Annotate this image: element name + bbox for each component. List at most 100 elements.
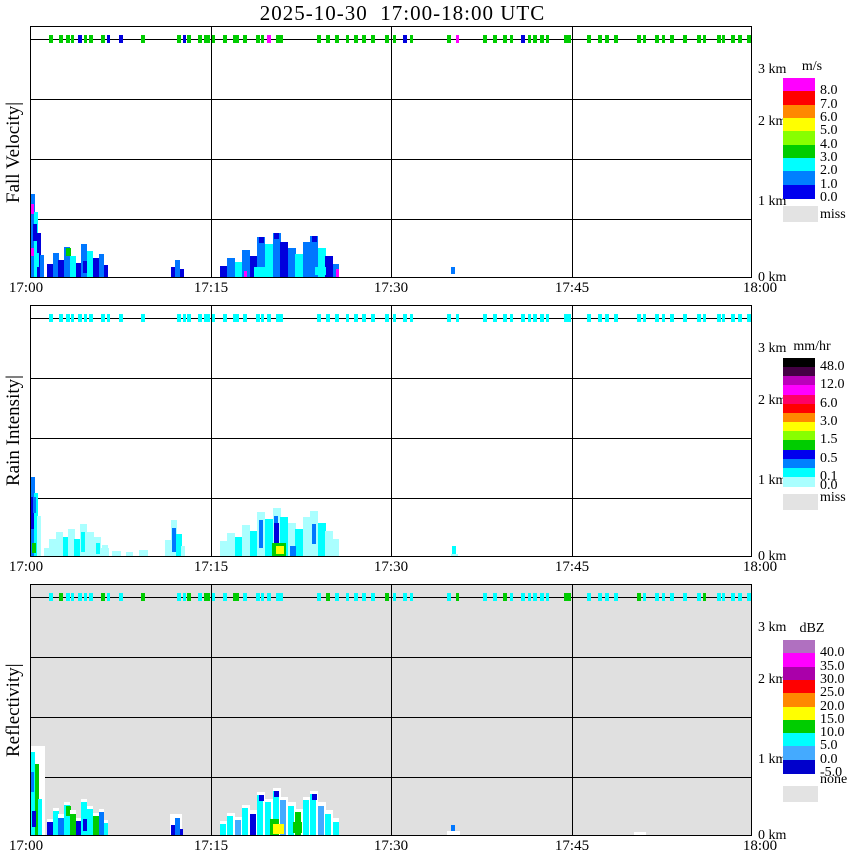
- sounding-tick: [605, 314, 609, 322]
- sounding-tick: [204, 593, 210, 601]
- sounding-tick: [605, 593, 609, 601]
- sounding-tick: [49, 35, 53, 43]
- sounding-tick: [84, 593, 87, 601]
- sounding-tick: [717, 35, 721, 43]
- echo-cell: [165, 540, 171, 556]
- echo-cell: [220, 266, 228, 277]
- legend-swatch: [783, 358, 815, 368]
- echo-cell: [235, 820, 241, 835]
- sounding-tick: [326, 593, 330, 601]
- sounding-tick: [256, 593, 260, 601]
- legend-value-label: 1.5: [820, 432, 838, 448]
- echo-cell: [451, 825, 455, 831]
- legend-value-label: 0.5: [820, 450, 838, 466]
- legend-value-label: 7.0: [820, 96, 838, 112]
- sounding-tick: [66, 35, 70, 43]
- echo-cell: [31, 204, 34, 214]
- echo-cell: [49, 539, 56, 556]
- sounding-tick: [261, 314, 264, 322]
- gridline-vertical: [572, 27, 573, 277]
- time-label: 17:00: [8, 838, 44, 854]
- sounding-tick: [722, 35, 725, 43]
- sounding-tick: [614, 314, 618, 322]
- echo-cell: [325, 531, 333, 556]
- gridline-vertical: [211, 27, 212, 277]
- sounding-tick: [521, 593, 525, 601]
- echo-cell: [250, 531, 258, 556]
- sounding-tick: [731, 593, 735, 601]
- echo-cell: [83, 819, 89, 831]
- sounding-tick: [722, 593, 725, 601]
- legend-swatch: [783, 693, 815, 708]
- sounding-tick: [187, 314, 191, 322]
- echo-cell: [333, 822, 339, 835]
- sounding-tick: [49, 314, 53, 322]
- plot-area-fall-velocity: [30, 26, 752, 278]
- time-label: 17:45: [554, 838, 590, 854]
- gridline-vertical: [211, 306, 212, 556]
- legend-value-label: 0.0: [820, 189, 838, 205]
- sounding-tick: [731, 35, 735, 43]
- y-axis-title-reflectivity: Reflectivity|: [3, 663, 24, 757]
- legend-swatch: [783, 91, 815, 106]
- sounding-tick: [670, 314, 674, 322]
- legend-value-label: 12.0: [820, 377, 845, 393]
- sounding-tick: [107, 593, 110, 601]
- height-label-0km: 0 km: [758, 828, 787, 843]
- sounding-tick: [335, 593, 339, 601]
- echo-cell: [47, 822, 53, 835]
- sounding-tick: [66, 593, 70, 601]
- time-label: 17:15: [193, 559, 229, 575]
- sounding-tick: [662, 314, 665, 322]
- sounding-tick: [78, 35, 82, 43]
- sounding-tick: [747, 35, 751, 43]
- height-label-1km: 1 km: [758, 752, 787, 767]
- echo-cell: [76, 263, 82, 277]
- legend-value-label: 0.0: [820, 751, 838, 767]
- sounding-tick: [655, 314, 659, 322]
- sounding-tick: [605, 35, 609, 43]
- legend-missing-swatch: [783, 494, 818, 510]
- sounding-tick: [101, 593, 105, 601]
- sounding-tick: [276, 593, 283, 601]
- echo-cell: [180, 829, 183, 835]
- echo-cell: [33, 497, 36, 513]
- sounding-tick: [71, 35, 74, 43]
- echo-cell: [93, 258, 99, 277]
- sounding-tick: [637, 35, 641, 43]
- echo-cell: [310, 236, 318, 277]
- echo-cell: [220, 541, 228, 556]
- legend-swatch: [783, 476, 815, 487]
- echo-cell: [288, 806, 294, 835]
- legend-swatch: [783, 422, 815, 432]
- echo-cell: [325, 814, 331, 835]
- sounding-tick: [456, 593, 459, 601]
- sounding-tick: [198, 35, 202, 43]
- sounding-tick: [503, 35, 507, 43]
- echo-cell: [31, 248, 34, 256]
- time-label: 17:00: [8, 280, 44, 296]
- sounding-tick: [703, 314, 706, 322]
- echo-cell: [235, 262, 243, 277]
- legend-swatch: [783, 719, 815, 734]
- sounding-tick: [670, 593, 674, 601]
- echo-cell: [175, 260, 180, 277]
- legend-unit-label: m/s: [801, 59, 823, 74]
- sounding-tick: [276, 35, 283, 43]
- echo-cell: [35, 764, 39, 835]
- echo-cell: [68, 529, 75, 556]
- sounding-tick: [362, 314, 366, 322]
- sounding-tick: [564, 593, 571, 601]
- legend-swatch: [783, 458, 815, 469]
- legend-missing-label: miss: [820, 207, 846, 222]
- echo-cell: [312, 524, 316, 544]
- echo-cell: [31, 752, 35, 835]
- sounding-tick: [533, 35, 537, 43]
- echo-cell: [227, 533, 235, 556]
- sounding-tick: [598, 314, 602, 322]
- sounding-tick: [683, 35, 687, 43]
- echo-cell: [104, 265, 108, 277]
- echo-cell: [315, 267, 326, 275]
- legend-swatch: [783, 746, 815, 761]
- sounding-tick: [717, 314, 721, 322]
